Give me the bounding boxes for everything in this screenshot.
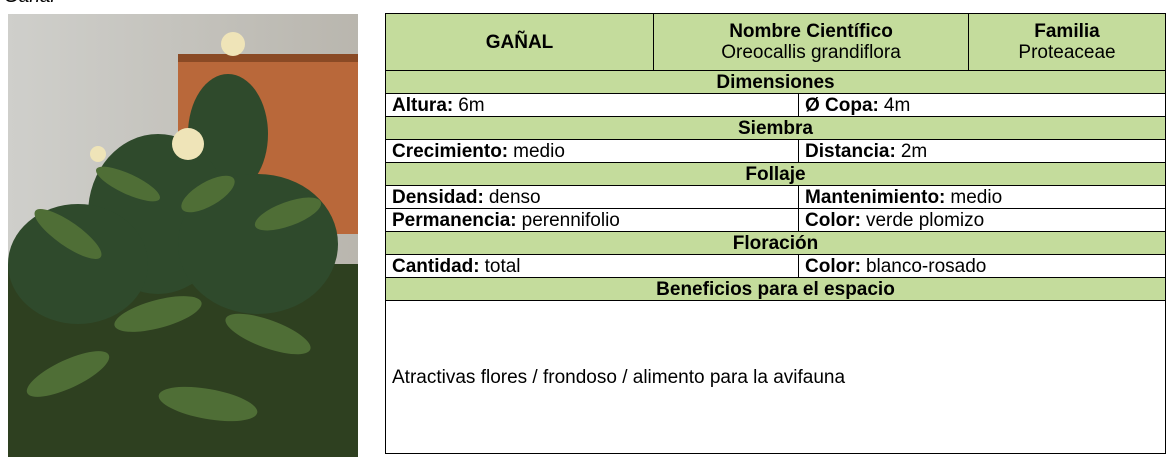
detail-label: Ø Copa: xyxy=(805,94,879,116)
detail-value: medio xyxy=(950,186,1003,208)
detail-cell: Permanencia: perennifolio xyxy=(385,208,799,232)
section-row: Dimensiones xyxy=(385,70,1166,94)
section-title: Beneficios para el espacio xyxy=(385,277,1166,301)
detail-row: Cantidad: total Color: blanco-rosado xyxy=(385,254,1166,278)
section-row: Floración xyxy=(385,231,1166,255)
family-cell: Familia Proteaceae xyxy=(968,13,1166,71)
detail-label: Crecimiento: xyxy=(392,140,509,162)
name: GAÑAL xyxy=(385,13,654,71)
detail-cell: Crecimiento: medio xyxy=(385,139,799,163)
detail-label: Color: xyxy=(805,255,861,277)
detail-value: 4m xyxy=(883,94,911,116)
detail-label: Mantenimiento: xyxy=(805,186,946,208)
detail-label: Cantidad: xyxy=(392,255,480,277)
detail-row: Permanencia: perennifolio Color: verde plom… xyxy=(385,208,1166,232)
detail-value: total xyxy=(484,255,521,277)
detail-cell: Altura: 6m xyxy=(385,93,799,117)
detail-cell: Ø Copa: 4m xyxy=(798,93,1166,117)
value: Proteaceae xyxy=(1018,42,1116,63)
detail-value: verde plomizo xyxy=(865,209,985,231)
detail-cell: Distancia: 2m xyxy=(798,139,1166,163)
plant-table: GAÑAL Nombre Científico Oreocallis grandi… xyxy=(385,13,1166,454)
value: Oreocallis grandiflora xyxy=(721,42,901,63)
detail-value: medio xyxy=(513,140,565,162)
detail-value: denso xyxy=(488,186,541,208)
caption: Gañal xyxy=(4,0,55,8)
section-row: Follaje xyxy=(385,162,1166,186)
label: Nombre Científico xyxy=(729,21,893,42)
detail-row: Densidad: denso Mantenimiento: medio xyxy=(385,185,1166,209)
section-title: Follaje xyxy=(385,162,1166,186)
detail-value: perennifolio xyxy=(521,209,620,231)
detail-cell: Mantenimiento: medio xyxy=(798,185,1166,209)
detail-cell: Densidad: denso xyxy=(385,185,799,209)
detail-label: Permanencia: xyxy=(392,209,517,231)
detail-label: Color: xyxy=(805,209,861,231)
label: Familia xyxy=(1034,21,1100,42)
detail-label: Distancia: xyxy=(805,140,896,162)
plant-photo xyxy=(8,14,358,457)
section-title: Floración xyxy=(385,231,1166,255)
section-title: Dimensiones xyxy=(385,70,1166,94)
detail-row: Altura: 6m Ø Copa: 4m xyxy=(385,93,1166,117)
benefits-row: Atractivas flores / frondoso / alimento … xyxy=(385,300,1166,454)
scientific-name-cell: Nombre Científico Oreocallis grandiflora xyxy=(653,13,969,71)
detail-label: Densidad: xyxy=(392,186,484,208)
detail-label: Altura: xyxy=(392,94,454,116)
detail-cell: Color: verde plomizo xyxy=(798,208,1166,232)
detail-value: 2m xyxy=(900,140,928,162)
detail-cell: Cantidad: total xyxy=(385,254,799,278)
detail-value: blanco-rosado xyxy=(865,255,987,277)
section-row: Siembra xyxy=(385,116,1166,140)
benefits-text: Atractivas flores / frondoso / alimento … xyxy=(385,300,1166,454)
section-title: Siembra xyxy=(385,116,1166,140)
detail-row: Crecimiento: medio Distancia: 2m xyxy=(385,139,1166,163)
detail-cell: Color: blanco-rosado xyxy=(798,254,1166,278)
section-row: Beneficios para el espacio xyxy=(385,277,1166,301)
detail-value: 6m xyxy=(458,94,485,116)
